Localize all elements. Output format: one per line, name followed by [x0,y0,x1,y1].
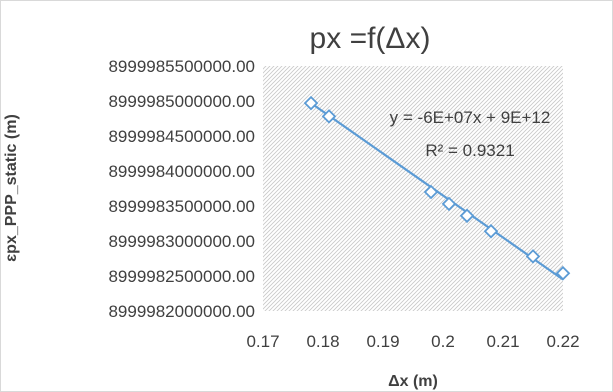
data-point-marker [555,265,571,281]
data-point-marker [303,95,319,111]
x-tick-label: 0.22 [546,332,579,351]
trendline-r-squared: R² = 0.9321 [425,141,514,160]
x-tick-label: 0.18 [306,332,339,351]
data-point-marker [423,184,439,200]
data-point-marker [321,109,337,124]
y-axis-ticks: 8999982000000.00 8999982500000.00 89999830… [108,57,255,321]
y-tick-label: 8999984000000.00 [108,162,255,181]
x-tick-label: 0.17 [246,332,279,351]
y-tick-label: 8999985500000.00 [108,57,255,76]
x-axis-ticks: 0.17 0.18 0.19 0.2 0.21 0.22 [246,332,579,351]
data-point-marker [441,196,457,212]
data-markers [303,95,571,281]
data-point-marker [525,249,541,264]
y-tick-label: 8999985000000.00 [108,92,255,111]
x-tick-label: 0.19 [366,332,399,351]
y-tick-label: 8999982000000.00 [108,302,255,321]
y-tick-label: 8999984500000.00 [108,127,255,146]
x-tick-label: 0.2 [431,332,455,351]
data-point-marker [459,208,475,224]
x-tick-label: 0.21 [486,332,519,351]
data-point-marker [483,223,499,239]
y-tick-label: 8999983500000.00 [108,197,255,216]
y-tick-label: 8999982500000.00 [108,267,255,286]
x-axis-title: Δx (m) [388,373,438,390]
y-tick-label: 8999983000000.00 [108,232,255,251]
y-axis-title: ɛpx_PPP_static (m) [3,114,20,262]
trendline-equation: y = -6E+07x + 9E+12 [390,108,551,127]
chart-title: px =f(Δx) [310,22,431,55]
